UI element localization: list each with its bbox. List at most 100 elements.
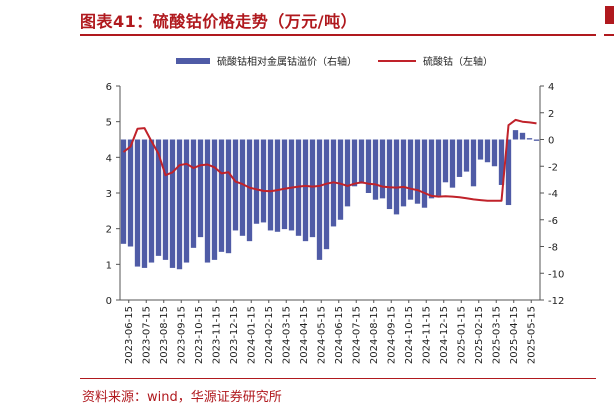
axes	[116, 85, 544, 303]
bar-series	[120, 130, 540, 270]
premium-bar	[183, 139, 190, 263]
premium-bar	[526, 138, 533, 140]
x-tick-label: 2024-01-15	[246, 306, 257, 364]
x-tick-label: 2023-11-15	[211, 306, 222, 364]
x-tick-label: 2024-08-15	[369, 306, 380, 364]
price-line	[122, 118, 537, 202]
premium-bar	[449, 139, 456, 188]
premium-bar	[267, 139, 274, 231]
legend: 硫酸钴相对金属钴溢价（右轴） 硫酸钴（左轴）	[176, 55, 493, 68]
x-tick-label: 2025-05-15	[526, 306, 537, 364]
premium-bar	[512, 130, 519, 140]
right-tick-label: -6	[548, 216, 558, 227]
premium-bar	[484, 139, 491, 163]
right-tick-label: 2	[548, 109, 554, 120]
premium-bar	[505, 139, 512, 206]
premium-bar	[477, 139, 484, 160]
premium-bar	[232, 139, 239, 231]
next-panel-edge	[605, 6, 614, 24]
premium-bar	[134, 139, 141, 267]
x-tick-label: 2024-03-15	[281, 306, 292, 364]
x-tick-label: 2024-10-15	[404, 306, 415, 364]
right-tick-label: -4	[548, 189, 558, 200]
legend-label-line: 硫酸钴（左轴）	[423, 55, 493, 68]
premium-bar	[470, 139, 477, 187]
premium-bar	[407, 139, 414, 200]
premium-bar	[498, 139, 505, 185]
premium-bar	[365, 139, 372, 193]
x-tick-label: 2025-02-15	[474, 306, 485, 364]
x-tick-label: 2025-01-15	[456, 306, 467, 364]
chart-title: 图表41：硫酸钴价格走势（万元/吨）	[80, 12, 358, 31]
premium-bar	[400, 139, 407, 207]
premium-bar	[274, 139, 281, 232]
x-tick-label: 2024-09-15	[386, 306, 397, 364]
premium-bar	[260, 139, 267, 223]
chart-title-bar: 图表41：硫酸钴价格走势（万元/吨）	[80, 4, 596, 34]
left-tick-label: 2	[106, 225, 112, 236]
premium-bar	[428, 139, 435, 199]
source-note: 资料来源：wind，华源证券研究所	[82, 390, 282, 405]
x-tick-label: 2023-06-15	[124, 306, 135, 364]
x-tick-label: 2024-11-15	[421, 306, 432, 364]
line-series	[122, 118, 537, 202]
premium-bar	[239, 139, 246, 236]
premium-bar	[127, 139, 134, 247]
x-tick-label: 2024-07-15	[351, 306, 362, 364]
x-tick-label: 2024-04-15	[299, 306, 310, 364]
premium-bar	[281, 139, 288, 230]
x-tick-label: 2023-09-15	[176, 306, 187, 364]
x-tick-label: 2025-04-15	[509, 306, 520, 364]
left-tick-label: 3	[106, 189, 112, 200]
premium-bar	[421, 139, 428, 208]
premium-bar	[155, 139, 162, 256]
x-tick-label: 2024-12-15	[439, 306, 450, 364]
x-tick-label: 2023-10-15	[194, 306, 205, 364]
x-tick-label: 2023-12-15	[229, 306, 240, 364]
right-tick-label: 4	[548, 82, 554, 93]
premium-bar	[211, 139, 218, 260]
legend-swatch-bar	[176, 58, 210, 64]
premium-bar	[456, 139, 463, 177]
premium-bar	[141, 139, 148, 268]
premium-bar	[344, 139, 351, 207]
right-tick-label: -2	[548, 162, 558, 173]
premium-bar	[337, 139, 344, 220]
premium-bar	[519, 132, 526, 140]
premium-bar	[463, 139, 470, 172]
premium-bar	[169, 139, 176, 268]
left-tick-label: 5	[106, 118, 112, 129]
premium-bar	[225, 139, 232, 254]
premium-bar	[295, 139, 302, 236]
premium-bar	[372, 139, 379, 200]
right-tick-label: -12	[548, 296, 564, 307]
premium-bar	[190, 139, 197, 248]
left-tick-label: 4	[106, 153, 112, 164]
premium-bar	[246, 139, 253, 242]
x-tick-label: 2023-08-15	[159, 306, 170, 364]
next-panel-rule	[604, 34, 614, 36]
premium-bar	[414, 139, 421, 204]
right-tick-label: 0	[548, 136, 554, 147]
premium-bar	[323, 139, 330, 250]
premium-bar	[393, 139, 400, 215]
legend-label-bar: 硫酸钴相对金属钴溢价（右轴）	[217, 55, 357, 68]
x-tick-label: 2024-05-15	[316, 306, 327, 364]
left-tick-label: 6	[106, 82, 112, 93]
premium-bar	[302, 139, 309, 242]
tick-labels: 0 1 2 3 4 5 6 4 2 0 -2 -4 -6 -8 -10 -12 2023-06-15 2023-0…	[106, 82, 565, 364]
premium-bar	[386, 139, 393, 210]
premium-bar	[491, 139, 498, 167]
footer-rule	[80, 378, 596, 379]
title-underline	[80, 34, 596, 36]
premium-bar	[309, 139, 316, 238]
left-tick-label: 0	[106, 296, 112, 307]
premium-bar	[379, 139, 386, 199]
premium-bar	[253, 139, 260, 224]
right-tick-label: -8	[548, 243, 558, 254]
premium-bar	[120, 139, 127, 244]
premium-bar	[197, 139, 204, 238]
x-tick-label: 2024-06-15	[334, 306, 345, 364]
premium-bar	[435, 139, 442, 196]
right-tick-label: -10	[548, 269, 564, 280]
